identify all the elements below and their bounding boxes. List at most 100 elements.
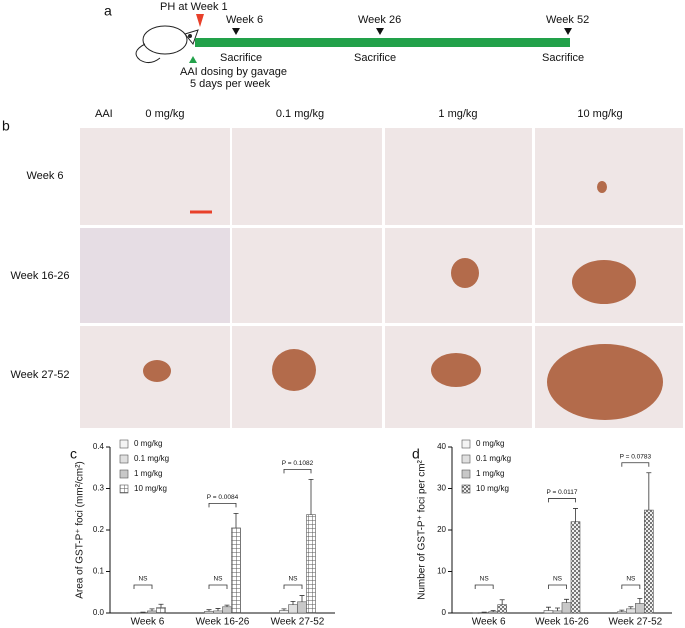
bar xyxy=(213,610,223,614)
x-tick-label: Week 16-26 xyxy=(196,617,250,628)
timeline-bar xyxy=(195,38,570,47)
y-tick-label: 0 xyxy=(442,608,447,617)
error-bar xyxy=(573,508,578,522)
week-label: Week 6 xyxy=(226,14,263,26)
bar xyxy=(288,604,298,614)
legend-label: 0.1 mg/kg xyxy=(134,454,169,463)
annotation: P = 0.1082 xyxy=(282,460,314,467)
bracket xyxy=(548,498,576,503)
bar xyxy=(306,514,316,614)
y-axis-label: Area of GST-P⁺ foci (mm²/cm²) xyxy=(75,461,86,599)
y-axis-label: Number of GST-P⁺ foci per cm² xyxy=(417,459,428,599)
legend-swatch xyxy=(461,439,471,449)
y-tick-label: 30 xyxy=(437,484,446,493)
gst-p-focus xyxy=(451,258,479,288)
bar xyxy=(147,610,157,614)
micrograph xyxy=(535,128,683,225)
dosing-label: 5 days per week xyxy=(190,78,271,90)
x-tick-label: Week 6 xyxy=(472,617,506,628)
error-bar xyxy=(308,478,314,515)
x-tick-label: Week 6 xyxy=(131,617,165,628)
error-bar xyxy=(158,603,164,608)
column-label: 0.1 mg/kg xyxy=(276,108,324,120)
legend-swatch xyxy=(119,439,129,449)
dosing-label: AAI dosing by gavage xyxy=(180,66,287,78)
x-tick-label: Week 27-52 xyxy=(271,617,325,628)
micrographs xyxy=(80,128,683,428)
error-bar xyxy=(290,600,296,605)
legend-swatch xyxy=(461,469,471,479)
legend-label: 0 mg/kg xyxy=(134,439,162,448)
legend-swatch xyxy=(119,454,129,464)
y-tick-label: 10 xyxy=(437,567,446,576)
bracket xyxy=(283,468,312,474)
bracket xyxy=(283,584,303,589)
bracket xyxy=(548,584,567,589)
panel-label: d xyxy=(412,446,420,462)
gst-p-focus xyxy=(431,353,481,387)
error-bar xyxy=(564,598,569,603)
legend-label: 1 mg/kg xyxy=(476,469,504,478)
y-tick-label: 0.0 xyxy=(93,608,105,617)
error-bar xyxy=(555,607,560,611)
legend-swatch xyxy=(461,484,471,494)
bar xyxy=(231,527,241,614)
week-label: Week 52 xyxy=(546,14,589,26)
column-label: 10 mg/kg xyxy=(577,108,622,120)
micrograph xyxy=(80,128,230,225)
column-label: 1 mg/kg xyxy=(438,108,477,120)
micrograph xyxy=(232,128,382,225)
annotation: NS xyxy=(213,576,223,583)
legend-label: 0 mg/kg xyxy=(476,439,504,448)
gst-p-focus xyxy=(572,260,636,304)
legend-label: 1 mg/kg xyxy=(134,469,162,478)
bar xyxy=(626,608,636,614)
bracket xyxy=(474,584,494,589)
bracket xyxy=(621,584,641,589)
gst-p-focus xyxy=(143,360,171,382)
annotation: NS xyxy=(480,576,490,583)
x-tick-label: Week 27-52 xyxy=(608,617,662,628)
bar xyxy=(617,611,627,614)
gst-p-focus xyxy=(597,181,607,193)
bar xyxy=(561,602,572,614)
annotation: NS xyxy=(138,576,148,583)
bar xyxy=(570,521,581,614)
bar xyxy=(297,601,307,614)
gst-p-focus xyxy=(272,349,316,391)
sacrifice-label: Sacrifice xyxy=(354,52,396,64)
error-bar xyxy=(281,608,287,611)
bar xyxy=(279,610,289,614)
ph-marker xyxy=(196,14,204,27)
bracket xyxy=(208,503,237,508)
bar xyxy=(635,603,645,614)
sacrifice-label: Sacrifice xyxy=(220,52,262,64)
y-tick-label: 0.1 xyxy=(93,567,105,576)
bar xyxy=(204,611,214,614)
row-label: Week 16-26 xyxy=(10,270,69,282)
error-bar xyxy=(224,604,230,607)
y-tick-label: 20 xyxy=(437,525,446,534)
error-bar xyxy=(215,608,221,611)
bar xyxy=(644,509,654,614)
column-label: 0 mg/kg xyxy=(145,108,184,120)
bracket xyxy=(208,584,228,589)
annotation: P = 0.0117 xyxy=(546,489,577,496)
error-bar xyxy=(646,472,652,511)
bar xyxy=(552,610,563,614)
error-bar xyxy=(206,609,212,612)
y-tick-label: 40 xyxy=(437,442,446,451)
row-label: Week 6 xyxy=(26,170,63,182)
error-bar xyxy=(490,610,496,612)
y-tick-label: 0.3 xyxy=(93,484,105,493)
bar xyxy=(222,606,232,614)
y-tick-label: 0.2 xyxy=(93,525,105,534)
bar xyxy=(156,607,166,614)
gst-p-focus xyxy=(547,344,663,420)
sacrifice-markers xyxy=(232,28,572,35)
y-tick-label: 0.4 xyxy=(93,442,105,451)
error-bar xyxy=(149,608,155,611)
ph-label: PH at Week 1 xyxy=(160,1,228,13)
